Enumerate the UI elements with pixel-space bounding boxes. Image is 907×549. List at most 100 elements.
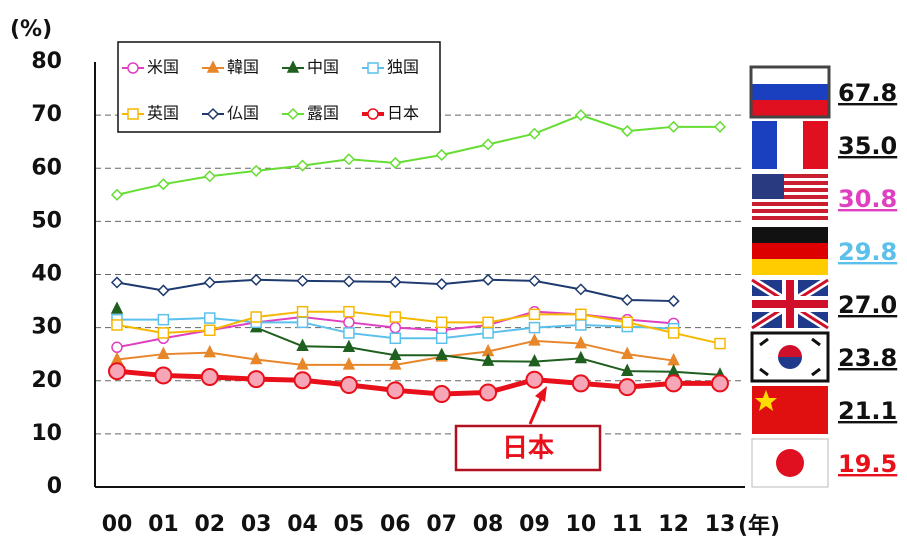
series-line (116, 114, 720, 196)
marker (250, 273, 263, 286)
marker (389, 311, 402, 323)
marker (386, 381, 405, 400)
x-tick-label: 01 (148, 512, 179, 537)
marker (157, 313, 170, 326)
marker (296, 357, 309, 370)
marker (713, 120, 727, 133)
side-label: 21.1 (838, 397, 897, 425)
marker (296, 159, 309, 172)
marker (621, 363, 634, 376)
y-tick-label: 10 (31, 421, 62, 446)
marker (667, 327, 680, 339)
x-tick-label: 07 (426, 512, 457, 537)
marker (389, 357, 402, 370)
marker (342, 339, 356, 353)
marker (618, 378, 637, 397)
marker (525, 370, 544, 389)
legend-label: 韓国 (227, 58, 259, 77)
marker (389, 347, 402, 360)
x-tick-label: 00 (102, 512, 133, 537)
x-tick-label: 08 (473, 512, 504, 537)
x-tick-label: 02 (194, 512, 225, 537)
x-tick-label: 05 (334, 512, 365, 537)
marker (389, 332, 402, 344)
marker (110, 301, 124, 314)
marker (203, 344, 216, 358)
marker (667, 295, 680, 308)
legend-label: 米国 (147, 58, 179, 77)
marker (571, 374, 590, 393)
marker (667, 120, 680, 133)
marker (110, 188, 124, 201)
marker (482, 316, 494, 329)
marker (204, 312, 216, 324)
x-tick-label: 04 (287, 512, 318, 537)
legend-box (117, 41, 441, 133)
x-tick-label: 06 (380, 512, 411, 537)
marker (247, 370, 266, 389)
marker (621, 316, 633, 329)
marker (367, 108, 379, 120)
side-label: 27.0 (838, 291, 897, 319)
marker (343, 327, 355, 339)
marker (528, 308, 541, 321)
marker (206, 60, 220, 73)
side-label: 67.8 (838, 79, 897, 107)
marker (342, 357, 356, 370)
marker (343, 305, 355, 318)
marker (293, 371, 312, 390)
marker (482, 138, 495, 151)
marker (435, 332, 448, 344)
marker (435, 278, 448, 291)
marker (157, 284, 170, 297)
marker (389, 275, 402, 288)
marker (435, 347, 448, 360)
marker (481, 353, 495, 366)
annotation-box (454, 424, 602, 472)
y-tick-label: 20 (31, 368, 62, 393)
marker (111, 341, 123, 354)
series-line (116, 310, 721, 345)
marker (528, 274, 541, 287)
marker (296, 274, 309, 287)
x-tick-label: 11 (612, 512, 643, 537)
y-tick-label: 30 (31, 315, 62, 340)
marker (286, 60, 300, 73)
marker (203, 276, 216, 289)
marker (621, 125, 634, 138)
side-label: 35.0 (838, 132, 897, 160)
x-tick-label: 10 (566, 512, 597, 537)
marker (367, 62, 379, 74)
x-unit: (年) (738, 513, 780, 539)
x-tick-label: 12 (658, 512, 689, 537)
marker (342, 275, 355, 288)
marker (574, 335, 588, 349)
y-tick-label: 0 (47, 474, 62, 499)
marker (157, 346, 170, 359)
legend-label: 露国 (307, 104, 339, 123)
marker (108, 362, 126, 381)
marker (435, 148, 448, 162)
legend-label: 独国 (387, 58, 419, 77)
marker (127, 108, 139, 120)
marker (621, 346, 634, 359)
marker (574, 109, 587, 122)
marker (157, 178, 170, 191)
marker (574, 283, 587, 296)
side-label: 19.5 (838, 450, 897, 478)
marker (528, 321, 541, 334)
marker (157, 327, 170, 339)
y-tick-label: 80 (31, 49, 62, 74)
marker (343, 316, 355, 329)
marker (339, 376, 358, 394)
legend-label: 英国 (147, 104, 179, 123)
marker (575, 308, 587, 321)
marker (435, 316, 448, 329)
marker (110, 276, 124, 289)
x-tick-label: 13 (705, 512, 736, 537)
marker (296, 316, 309, 329)
marker (711, 374, 729, 393)
legend-label: 中国 (307, 58, 339, 77)
